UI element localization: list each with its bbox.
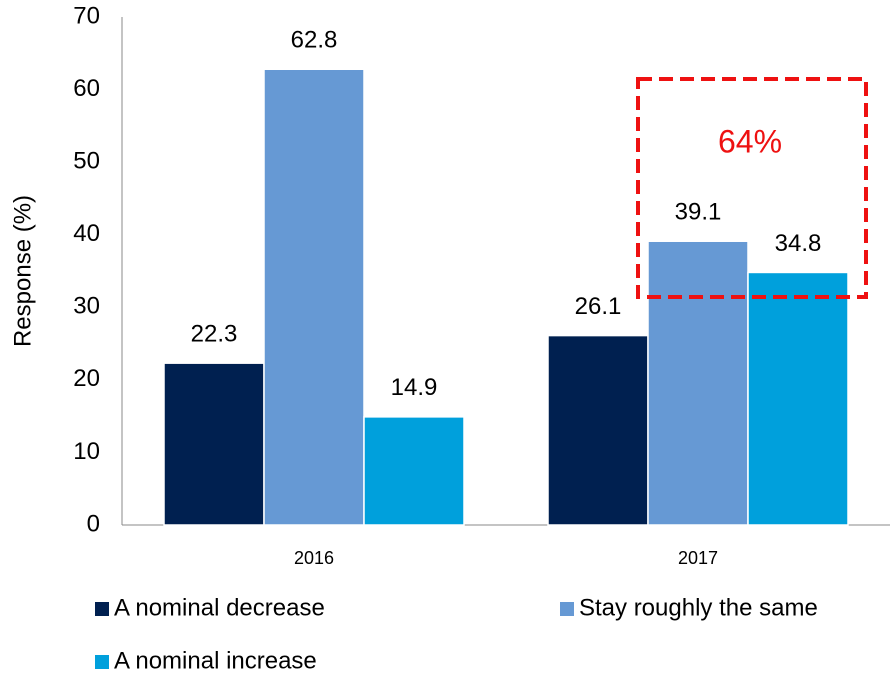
y-tick-label: 20 — [73, 365, 100, 392]
y-tick-label: 0 — [87, 510, 100, 537]
annotation-box — [636, 77, 868, 299]
value-label: 34.8 — [775, 230, 822, 257]
x-tick-label: 2017 — [678, 548, 718, 568]
bar — [163, 362, 265, 526]
legend-swatch — [95, 655, 109, 669]
y-tick-label: 50 — [73, 147, 100, 174]
y-tick-label: 70 — [73, 2, 100, 29]
value-label: 22.3 — [191, 321, 238, 348]
y-tick-label: 30 — [73, 293, 100, 320]
legend-label: Stay roughly the same — [579, 594, 818, 621]
bar — [263, 68, 365, 526]
legend-label: A nominal decrease — [114, 594, 325, 621]
y-tick-label: 10 — [73, 438, 100, 465]
value-label: 26.1 — [575, 293, 622, 320]
value-label: 14.9 — [391, 374, 438, 401]
bar — [647, 240, 749, 526]
annotation: 64% — [718, 123, 782, 159]
bar — [747, 271, 849, 526]
legend-swatch — [95, 602, 109, 616]
legend-swatch — [560, 602, 574, 616]
y-tick-label: 60 — [73, 75, 100, 102]
bar — [547, 334, 649, 526]
y-axis-label: Response (%) — [9, 195, 36, 347]
bar — [363, 416, 465, 526]
y-tick-label: 40 — [73, 220, 100, 247]
x-tick-label: 2016 — [294, 548, 334, 568]
value-label: 62.8 — [291, 27, 338, 54]
value-label: 39.1 — [675, 199, 722, 226]
legend-label: A nominal increase — [114, 647, 317, 674]
